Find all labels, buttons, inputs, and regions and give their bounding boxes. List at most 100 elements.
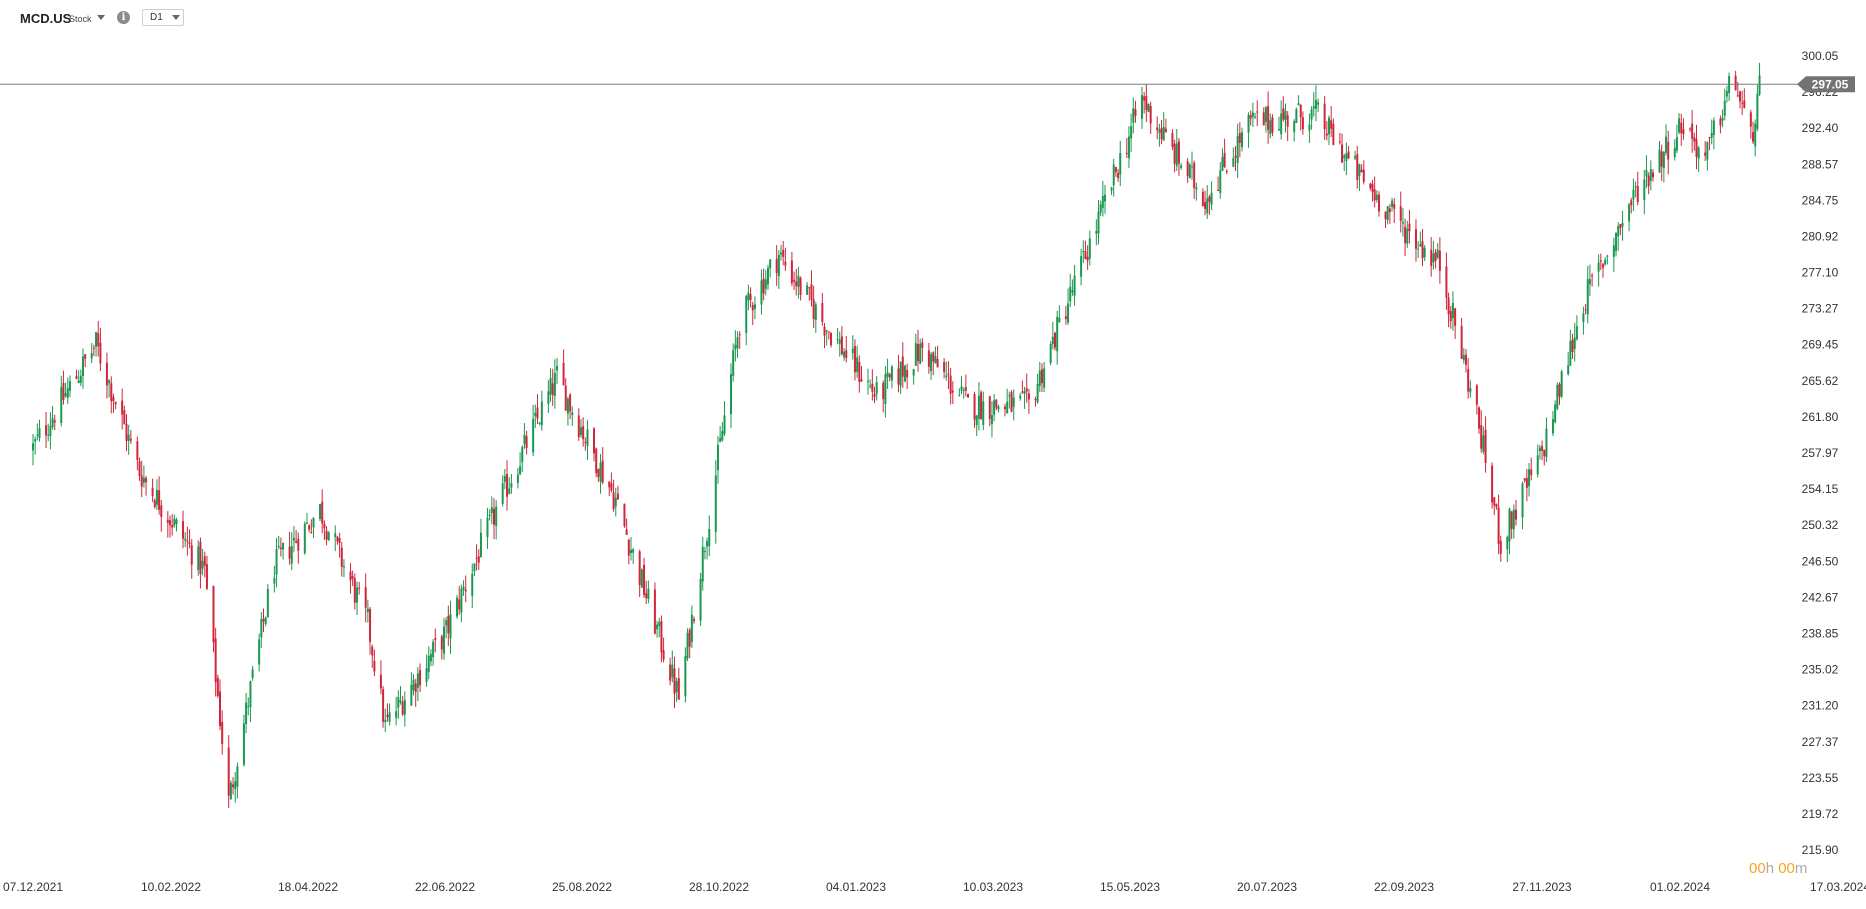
candle-body — [60, 387, 63, 423]
candle-body — [129, 438, 132, 441]
candle — [616, 485, 619, 500]
candle — [1378, 191, 1381, 217]
candle — [1691, 109, 1694, 153]
candle — [168, 515, 171, 538]
candle — [175, 517, 178, 532]
candle-body — [186, 540, 189, 542]
candle — [782, 240, 785, 266]
candle — [464, 575, 467, 603]
candle — [1332, 118, 1335, 146]
candle — [1688, 127, 1691, 132]
candle-body — [693, 619, 696, 622]
candle-body — [1301, 117, 1304, 130]
candle — [653, 582, 656, 635]
candle-body — [1558, 383, 1561, 397]
candle-body — [860, 379, 863, 382]
candle-body — [77, 380, 80, 384]
candle-body — [221, 722, 224, 745]
candle — [388, 703, 391, 726]
candle — [579, 419, 582, 438]
candle-body — [764, 279, 767, 289]
y-tick-label: 242.67 — [1802, 590, 1839, 604]
candle-body — [99, 342, 102, 364]
candle — [684, 647, 687, 703]
candle — [980, 390, 983, 420]
y-tick-label: 269.45 — [1802, 338, 1839, 352]
candle-body — [1206, 198, 1209, 214]
candle-body — [658, 622, 661, 626]
candle-body — [993, 400, 996, 415]
candle-body — [1469, 388, 1472, 393]
candle-body — [416, 673, 419, 688]
y-tick-label: 300.05 — [1802, 49, 1839, 63]
y-tick-label: 238.85 — [1802, 626, 1839, 640]
candle — [1314, 85, 1317, 122]
candle-body — [814, 304, 817, 321]
candle — [151, 478, 154, 503]
candle-body — [460, 588, 463, 613]
candle — [799, 276, 802, 301]
candle — [523, 423, 526, 449]
candle — [319, 503, 322, 522]
candle-body — [158, 490, 161, 510]
candle-body — [282, 542, 285, 550]
timeframe-select[interactable]: D1 — [142, 9, 184, 26]
candle-body — [795, 281, 798, 287]
candle — [1112, 158, 1115, 197]
candle-body — [1643, 179, 1646, 201]
candle-body — [1286, 115, 1289, 127]
candle — [564, 378, 567, 412]
candle — [110, 376, 113, 414]
candle — [1217, 176, 1220, 192]
candle-body — [1069, 286, 1072, 302]
candle — [745, 294, 748, 346]
candle — [1025, 373, 1028, 403]
candle — [964, 374, 967, 397]
chart-toolbar: MCD.US Stock i D1 — [0, 0, 1866, 36]
candle — [825, 329, 828, 346]
candle — [1482, 426, 1485, 455]
y-axis: 300.05296.22292.40288.57284.75280.92277.… — [1802, 49, 1839, 857]
candle — [1478, 405, 1481, 434]
candle — [1375, 190, 1378, 203]
candle-body — [503, 475, 506, 482]
candle-body — [723, 415, 726, 434]
y-tick-label: 235.02 — [1802, 663, 1839, 677]
candle — [1560, 369, 1563, 399]
candle-body — [295, 540, 298, 543]
candle-body — [967, 394, 970, 398]
candle-body — [184, 538, 187, 541]
candle — [1132, 97, 1135, 134]
candle-body — [1354, 156, 1357, 159]
candle-body — [1191, 166, 1194, 168]
symbol-label[interactable]: MCD.US — [20, 11, 72, 26]
candle — [884, 365, 887, 418]
candle — [732, 343, 735, 382]
candle-body — [136, 441, 139, 460]
dropdown-caret-icon[interactable] — [97, 15, 105, 20]
candle-body — [1219, 170, 1222, 193]
candle — [1338, 132, 1341, 145]
candle-body — [703, 550, 706, 552]
candle-body — [1543, 449, 1546, 457]
candle-body — [1134, 109, 1137, 117]
candle — [1067, 288, 1070, 326]
candle-body — [1362, 169, 1365, 182]
candle-body — [1599, 260, 1602, 262]
candle-body — [262, 619, 265, 622]
candle — [219, 679, 222, 731]
candle — [873, 386, 876, 404]
candle-body — [516, 474, 519, 483]
candle-body — [1160, 128, 1163, 140]
candle-body — [897, 368, 900, 385]
candle — [1034, 396, 1037, 407]
candle-body — [810, 284, 813, 300]
candle-body — [1117, 172, 1120, 178]
candle — [1073, 265, 1076, 306]
info-icon[interactable]: i — [117, 11, 130, 24]
candle-body — [1482, 435, 1485, 452]
candle — [125, 414, 128, 452]
candle-body — [784, 261, 787, 266]
candle — [1038, 361, 1041, 393]
